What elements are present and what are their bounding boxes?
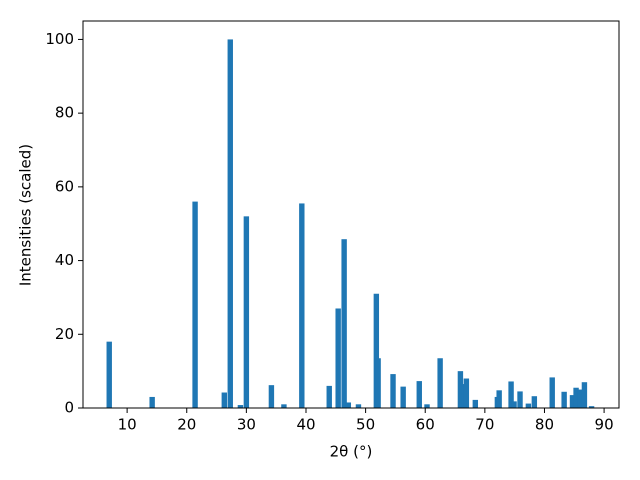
bar <box>588 406 595 408</box>
bar <box>375 358 381 408</box>
x-tick-label: 80 <box>535 416 554 434</box>
x-tick-label: 10 <box>118 416 137 434</box>
y-tick-label: 40 <box>55 251 74 269</box>
y-tick-label: 20 <box>55 325 74 343</box>
bar <box>581 382 588 408</box>
bar <box>525 403 532 408</box>
bar <box>437 358 443 408</box>
plot-frame <box>82 20 620 409</box>
bar <box>281 404 287 408</box>
y-tick-label: 0 <box>64 399 74 417</box>
bar <box>496 390 502 408</box>
x-tick-label: 60 <box>416 416 435 434</box>
bar <box>400 386 406 408</box>
x-tick-label: 70 <box>475 416 494 434</box>
bar <box>355 404 362 408</box>
bar <box>341 239 347 408</box>
bar <box>549 377 555 408</box>
x-axis-label: 2θ (°) <box>330 443 373 461</box>
bar <box>424 404 430 408</box>
bar <box>561 391 567 408</box>
bar <box>149 396 155 408</box>
bar <box>569 395 576 408</box>
bar <box>221 392 228 408</box>
bar <box>243 216 250 408</box>
bar <box>511 401 517 408</box>
bar <box>457 371 464 408</box>
bar <box>335 308 341 408</box>
bar <box>472 399 479 408</box>
bar <box>531 396 538 408</box>
bar <box>192 201 198 408</box>
y-axis-label: Intensities (scaled) <box>17 144 35 286</box>
y-tick-label: 100 <box>45 30 74 48</box>
bar <box>326 385 332 408</box>
bar <box>416 381 422 408</box>
x-tick-label: 20 <box>177 416 196 434</box>
x-tick-label: 40 <box>296 416 315 434</box>
bar <box>373 293 380 408</box>
bar <box>237 405 244 408</box>
bar <box>345 402 352 408</box>
bar <box>508 381 514 408</box>
bar <box>268 385 275 408</box>
y-tick-label: 60 <box>55 177 74 195</box>
y-tick-label: 80 <box>55 104 74 122</box>
bar <box>573 387 579 408</box>
bar <box>577 389 583 408</box>
bar <box>299 203 305 408</box>
bar <box>390 374 396 408</box>
bar <box>463 378 470 408</box>
x-tick-label: 30 <box>237 416 256 434</box>
bar <box>517 391 523 408</box>
bar <box>227 39 233 409</box>
x-tick-label: 50 <box>356 416 375 434</box>
x-tick-label: 90 <box>595 416 614 434</box>
bar <box>106 341 112 408</box>
